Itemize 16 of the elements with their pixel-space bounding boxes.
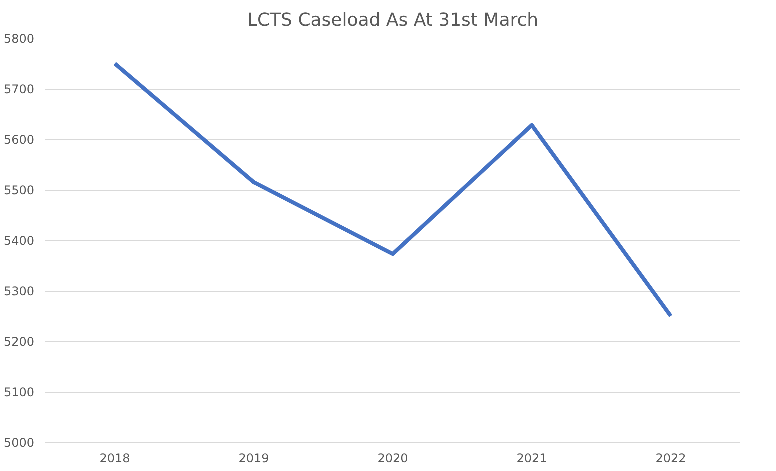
- y-tick-label: 5200: [4, 335, 35, 349]
- x-tick-label: 2018: [100, 452, 130, 466]
- y-tick-label: 5000: [4, 436, 35, 450]
- chart-title: LCTS Caseload As At 31st March: [247, 10, 539, 31]
- x-tick-label: 2021: [516, 452, 548, 466]
- y-tick-label: 5300: [4, 284, 35, 298]
- y-tick-label: 5500: [4, 184, 35, 198]
- x-tick-label: 2019: [238, 452, 270, 466]
- x-tick-label: 2022: [656, 452, 686, 466]
- y-tick-label: 5800: [4, 32, 35, 46]
- x-tick-label: 2020: [378, 452, 408, 466]
- y-tick-label: 5600: [4, 133, 35, 147]
- y-tick-label: 5100: [4, 386, 35, 400]
- line-series: [113, 62, 673, 318]
- y-tick-label: 5400: [4, 234, 35, 248]
- y-tick-label: 5700: [4, 82, 35, 96]
